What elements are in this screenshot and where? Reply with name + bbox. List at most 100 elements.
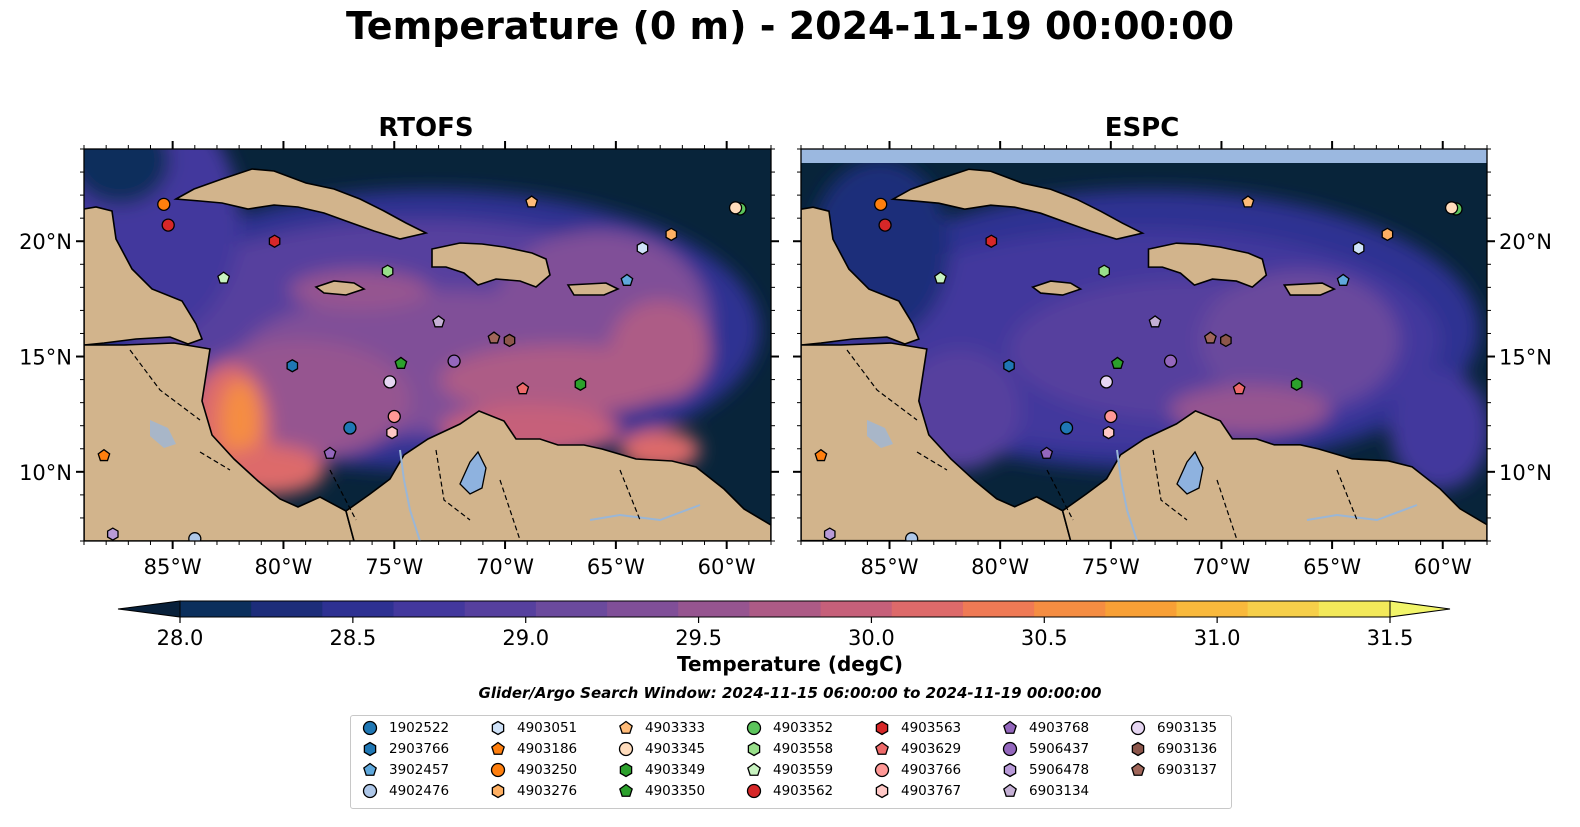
circle-marker-icon (746, 720, 762, 736)
colorbar-tick-label: 31.5 (1367, 626, 1414, 650)
colorbar-swatch (891, 601, 964, 617)
obs-marker-4903350 (394, 356, 408, 369)
pentagon-marker-icon (747, 762, 761, 776)
legend-label: 4903186 (517, 741, 578, 757)
obs-marker-4903345 (728, 201, 743, 215)
colorbar-tick-label: 29.5 (675, 626, 722, 650)
obs-markers-rtofs (97, 195, 747, 541)
legend-marker-4903766 (874, 762, 890, 778)
legend-item: 4903352 (745, 718, 833, 738)
obs-marker-6903135 (383, 375, 397, 389)
obs-marker-4903350 (1110, 356, 1124, 369)
x-tick-label: 85°W (861, 555, 919, 579)
x-tick-label: 75°W (1082, 555, 1140, 579)
legend-label: 4902476 (389, 783, 450, 799)
legend-item: 2903766 (361, 739, 449, 759)
colorbar-swatch (180, 601, 252, 617)
y-tick-label: 10°N (19, 461, 72, 485)
legend-item: 4903350 (617, 781, 705, 801)
legend-marker-4903250 (490, 762, 506, 778)
obs-marker-6903136 (1220, 333, 1232, 348)
colorbar-swatch (251, 601, 323, 617)
obs-marker-4903563 (985, 234, 998, 248)
obs-marker-4903186 (814, 448, 828, 462)
obs-marker-4903768 (1040, 446, 1054, 459)
map-panel-espc (801, 149, 1487, 541)
x-tick-label: 65°W (1303, 555, 1361, 579)
colorbar-swatch (1247, 601, 1320, 617)
legend-item: 4902476 (361, 781, 449, 801)
obs-marker-4903345 (1444, 201, 1459, 215)
legend-marker-4903767 (875, 783, 889, 799)
colorbar-tick-label: 30.5 (1021, 626, 1068, 650)
y-tick-label: 15°N (19, 346, 72, 370)
legend-label: 4903629 (901, 741, 962, 757)
circle-marker-icon (874, 762, 890, 778)
x-tick-label: 85°W (144, 555, 202, 579)
colorbar-swatch (393, 601, 466, 617)
hexagon-marker-icon (747, 741, 761, 757)
obs-marker-5906437 (447, 354, 461, 368)
obs-marker-1902522 (1059, 421, 1074, 435)
colorbar-swatch (1105, 601, 1177, 617)
colorbar: 28.0 28.5 29.0 29.5 30.0 30.5 31.0 31.5 (117, 600, 1451, 650)
circle-marker-icon (618, 741, 634, 757)
legend-item: 5906478 (1001, 760, 1089, 780)
circle-marker-icon (1130, 720, 1146, 736)
obs-marker-4903276 (665, 227, 678, 242)
legend-marker-6903137 (1131, 762, 1145, 776)
y-tick-label: 20°N (1499, 230, 1552, 254)
legend-label: 4903051 (517, 720, 578, 736)
legend-marker-5906437 (1002, 741, 1018, 757)
colorbar-swatch (962, 601, 1035, 617)
obs-marker-4903558 (381, 264, 394, 278)
colorbar-label: Temperature (degC) (677, 652, 903, 676)
obs-marker-4903558 (1098, 264, 1111, 278)
colorbar-swatch (1318, 601, 1391, 617)
legend-label: 4903345 (645, 741, 706, 757)
legend-item: 6903137 (1129, 760, 1217, 780)
legend-marker-4903333 (619, 720, 633, 734)
colorbar-swatch (607, 601, 679, 617)
hexagon-marker-icon (619, 762, 633, 778)
legend-marker-4903186 (491, 741, 505, 755)
colorbar-swatch (464, 601, 537, 617)
x-tick-label: 60°W (1414, 555, 1472, 579)
colorbar-extend-low (117, 600, 181, 618)
search-window-caption: Glider/Argo Search Window: 2024-11-15 06… (478, 684, 1102, 702)
legend-label: 1902522 (389, 720, 450, 736)
obs-marker-4903562 (161, 218, 175, 232)
legend-marker-1902522 (362, 720, 378, 736)
obs-marker-6903134 (432, 315, 446, 328)
y-tick-label: 20°N (19, 230, 72, 254)
circle-marker-icon (362, 783, 378, 799)
legend-item: 1902522 (361, 718, 449, 738)
legend-item: 4903186 (489, 739, 577, 759)
legend-item: 5906437 (1001, 739, 1089, 759)
lake-maracaibo-espc (1176, 450, 1204, 495)
legend-item: 4903629 (873, 739, 961, 759)
colorbar-swatch (678, 601, 750, 617)
hexagon-marker-icon (875, 720, 889, 736)
legend-item: 6903136 (1129, 739, 1217, 759)
colorbar-swatch (749, 601, 822, 617)
obs-marker-6903137 (487, 331, 501, 344)
obs-marker-4903333 (1241, 195, 1255, 208)
map-frame-rtofs (83, 148, 772, 542)
legend-item: 4903333 (617, 718, 705, 738)
colorbar-swatch (535, 601, 608, 617)
legend-label: 4903562 (773, 783, 834, 799)
legend-marker-6903136 (1131, 741, 1145, 757)
hexagon-marker-icon (1003, 762, 1017, 778)
legend-marker-4903563 (875, 720, 889, 736)
legend-item: 6903135 (1129, 718, 1217, 738)
obs-marker-4903186 (97, 448, 111, 462)
obs-marker-4903559 (933, 271, 947, 284)
legend-marker-4903345 (618, 741, 634, 757)
obs-marker-4903562 (878, 218, 892, 232)
legend-item: 4903563 (873, 718, 961, 738)
obs-marker-4903629 (1232, 382, 1246, 395)
legend-marker-2903766 (363, 741, 377, 757)
obs-marker-3902457 (1336, 273, 1350, 286)
